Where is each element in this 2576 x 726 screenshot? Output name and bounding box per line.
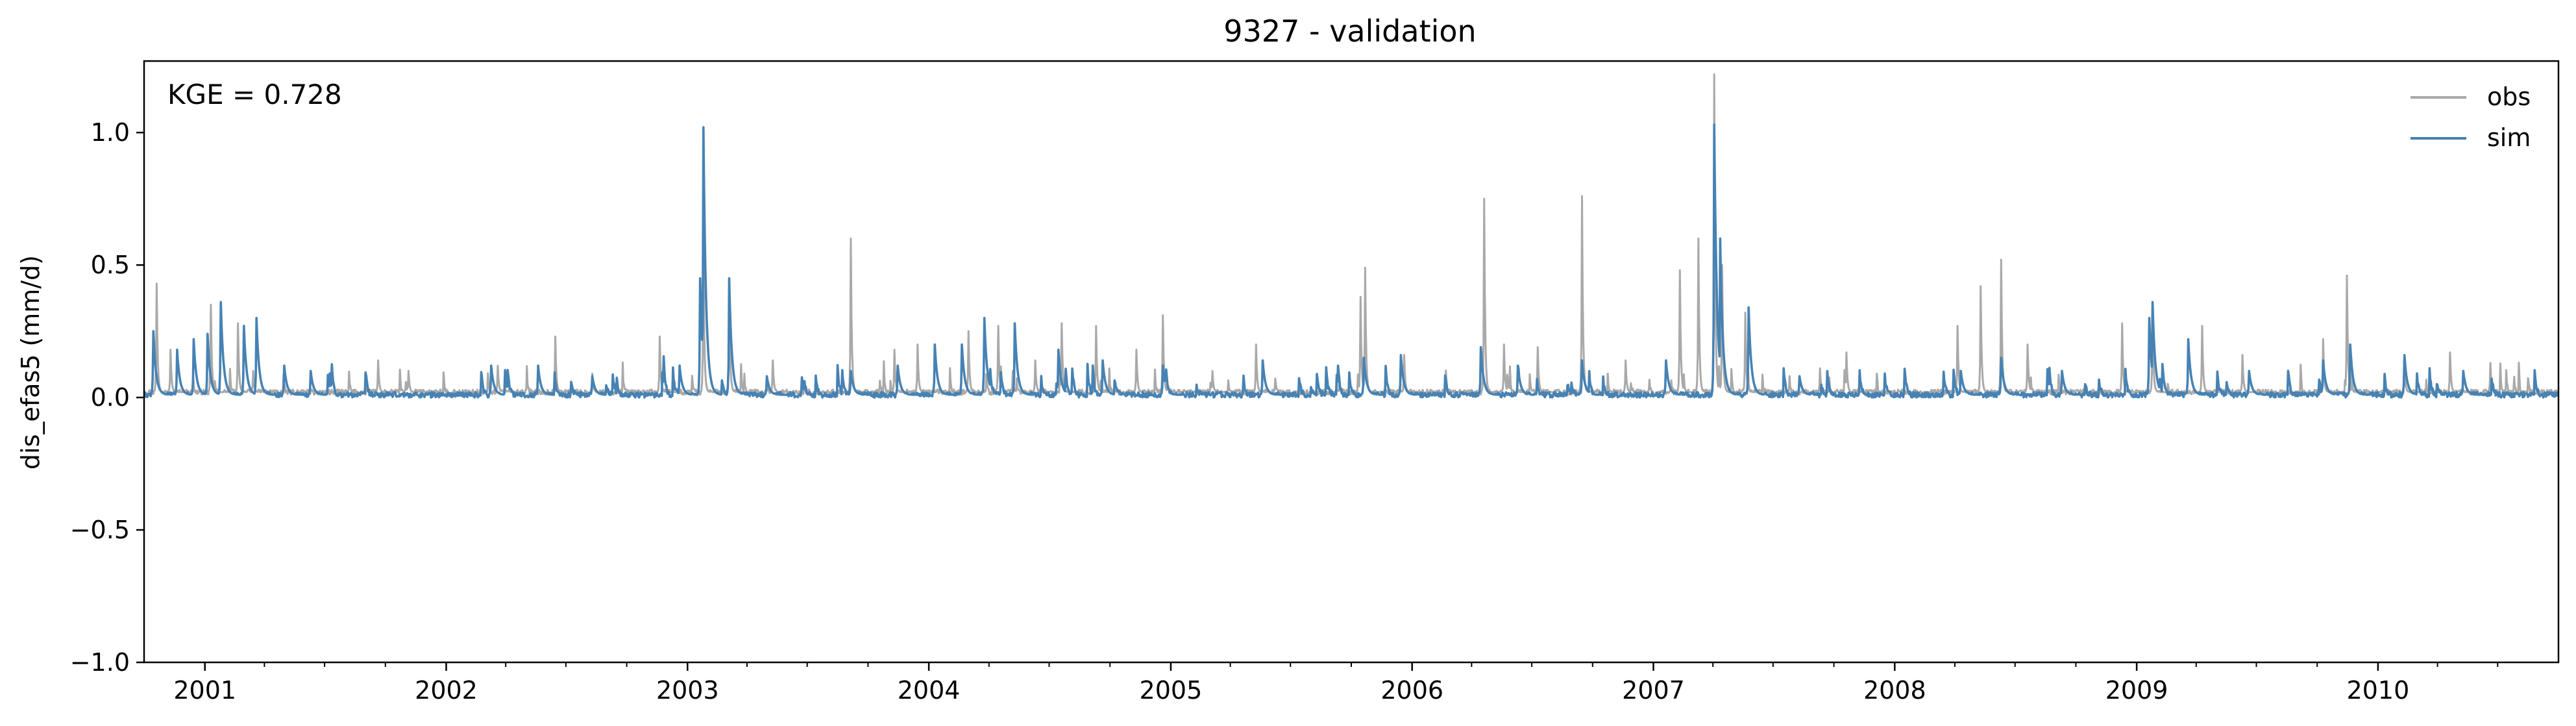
x-tick-label: 2002 xyxy=(415,676,478,705)
y-axis: −1.0 −0.5 0.0 0.5 1.0 xyxy=(70,118,144,677)
y-axis-label: dis_efas5 (mm/d) xyxy=(16,255,45,469)
series-layer xyxy=(144,73,2558,399)
y-tick-label: 0.0 xyxy=(91,383,130,412)
x-tick-label: 2005 xyxy=(1140,676,1203,705)
x-tick-label: 2001 xyxy=(173,676,236,705)
legend-label-sim: sim xyxy=(2487,123,2531,152)
y-tick-label: 1.0 xyxy=(91,118,130,147)
series-line-sim xyxy=(144,123,2558,399)
kge-annotation: KGE = 0.728 xyxy=(167,79,342,110)
x-tick-label: 2004 xyxy=(898,676,961,705)
chart-title: 9327 - validation xyxy=(1223,14,1476,49)
x-tick-label: 2007 xyxy=(1622,676,1685,705)
x-tick-label: 2006 xyxy=(1380,676,1443,705)
x-tick-label: 2009 xyxy=(2105,676,2168,705)
x-tick-label: 2003 xyxy=(656,676,719,705)
y-tick-label: −0.5 xyxy=(70,516,130,544)
x-tick-label: 2008 xyxy=(1863,676,1926,705)
y-tick-label: −1.0 xyxy=(70,648,130,677)
x-tick-label: 2010 xyxy=(2347,676,2410,705)
y-tick-label: 0.5 xyxy=(91,251,130,279)
legend: obs sim xyxy=(2410,82,2531,152)
legend-label-obs: obs xyxy=(2487,82,2531,111)
x-axis: 2001 2002 2003 2004 2005 2006 2007 2008 2009 2010 xyxy=(173,662,2499,705)
